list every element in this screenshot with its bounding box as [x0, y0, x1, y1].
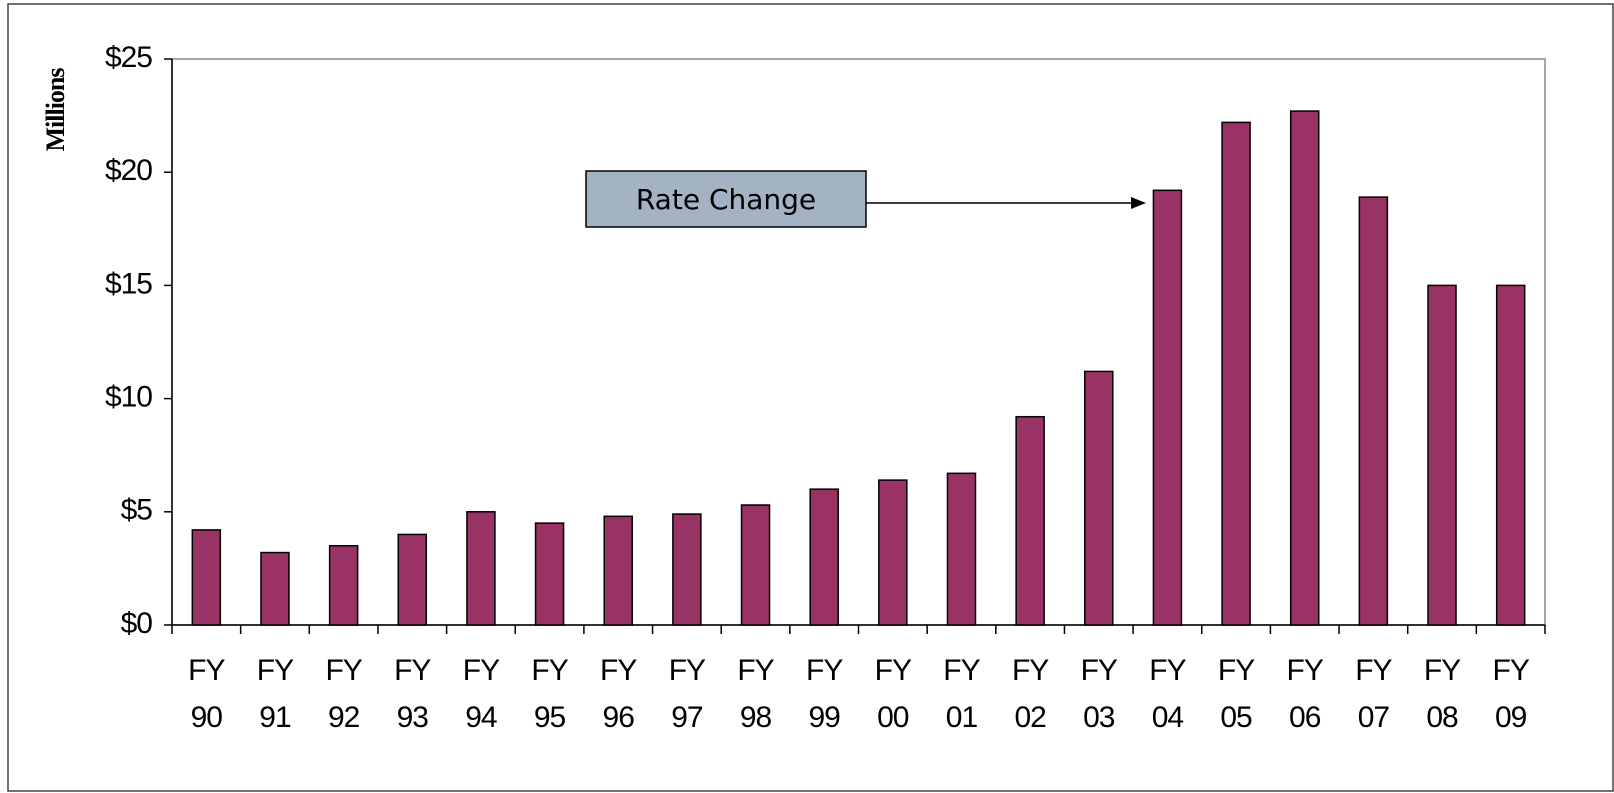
bar: [1015, 415, 1045, 626]
bar: [260, 551, 290, 626]
y-tick-label: $25: [105, 41, 152, 74]
bar: [603, 515, 633, 626]
marks: $0 $5 $10 $15 $20 $25: [105, 41, 1546, 640]
y-tick-label: $0: [121, 607, 153, 640]
x-tick-label: FY 93: [394, 654, 431, 734]
y-tick-label: $5: [121, 494, 153, 527]
bar: [1358, 196, 1389, 626]
x-tick-label: FY 01: [943, 654, 980, 734]
annotation-box: [585, 170, 867, 228]
y-axis-label: Millions: [41, 68, 70, 152]
x-tick-label: FY 91: [256, 654, 294, 734]
arrow-head: [1131, 197, 1146, 209]
x-tick-label: FY 96: [600, 654, 637, 734]
x-tick-label: FY 02: [1011, 654, 1049, 734]
x-tick-label: FY 07: [1355, 654, 1392, 734]
x-tick-label: FY 00: [874, 654, 912, 734]
x-tick-label: FY 97: [668, 654, 706, 734]
plot-area: [171, 58, 1546, 626]
annotation-text: Rate Change: [636, 183, 816, 216]
bar: [946, 472, 977, 626]
bar: [466, 511, 496, 626]
y-tick-label: $20: [105, 154, 152, 187]
x-tick-label: FY 95: [531, 654, 568, 734]
x-tick-label: FY 09: [1492, 654, 1530, 734]
x-tick-label: FY 08: [1423, 654, 1461, 734]
bar: [1221, 121, 1251, 626]
y-tick-label: $10: [105, 381, 152, 414]
y-tick-label: $15: [105, 267, 152, 300]
x-tick-label: FY 06: [1286, 654, 1324, 734]
x-tick-label: FY 94: [462, 654, 500, 734]
x-tick-label: FY 90: [188, 654, 225, 734]
bar: [1495, 284, 1526, 626]
bar: [534, 522, 565, 626]
bar: [878, 479, 908, 626]
x-tick-label: FY 05: [1217, 654, 1255, 734]
bar: [1084, 370, 1114, 626]
x-tick-label: FY 04: [1149, 654, 1186, 734]
bar: [1427, 284, 1457, 626]
bar: [191, 529, 222, 626]
bar: [809, 488, 839, 626]
x-tick-label: FY 99: [806, 654, 843, 734]
outer-border: [7, 3, 1614, 792]
bar: [1289, 110, 1320, 626]
x-tick-label: FY 98: [737, 654, 774, 734]
bar: [672, 513, 702, 626]
bar: [1152, 189, 1183, 626]
x-tick-label: FY 03: [1080, 654, 1118, 734]
bar: [328, 545, 359, 626]
x-tick-label: FY 92: [325, 654, 362, 734]
bar: [397, 533, 428, 626]
bar: [740, 504, 771, 626]
